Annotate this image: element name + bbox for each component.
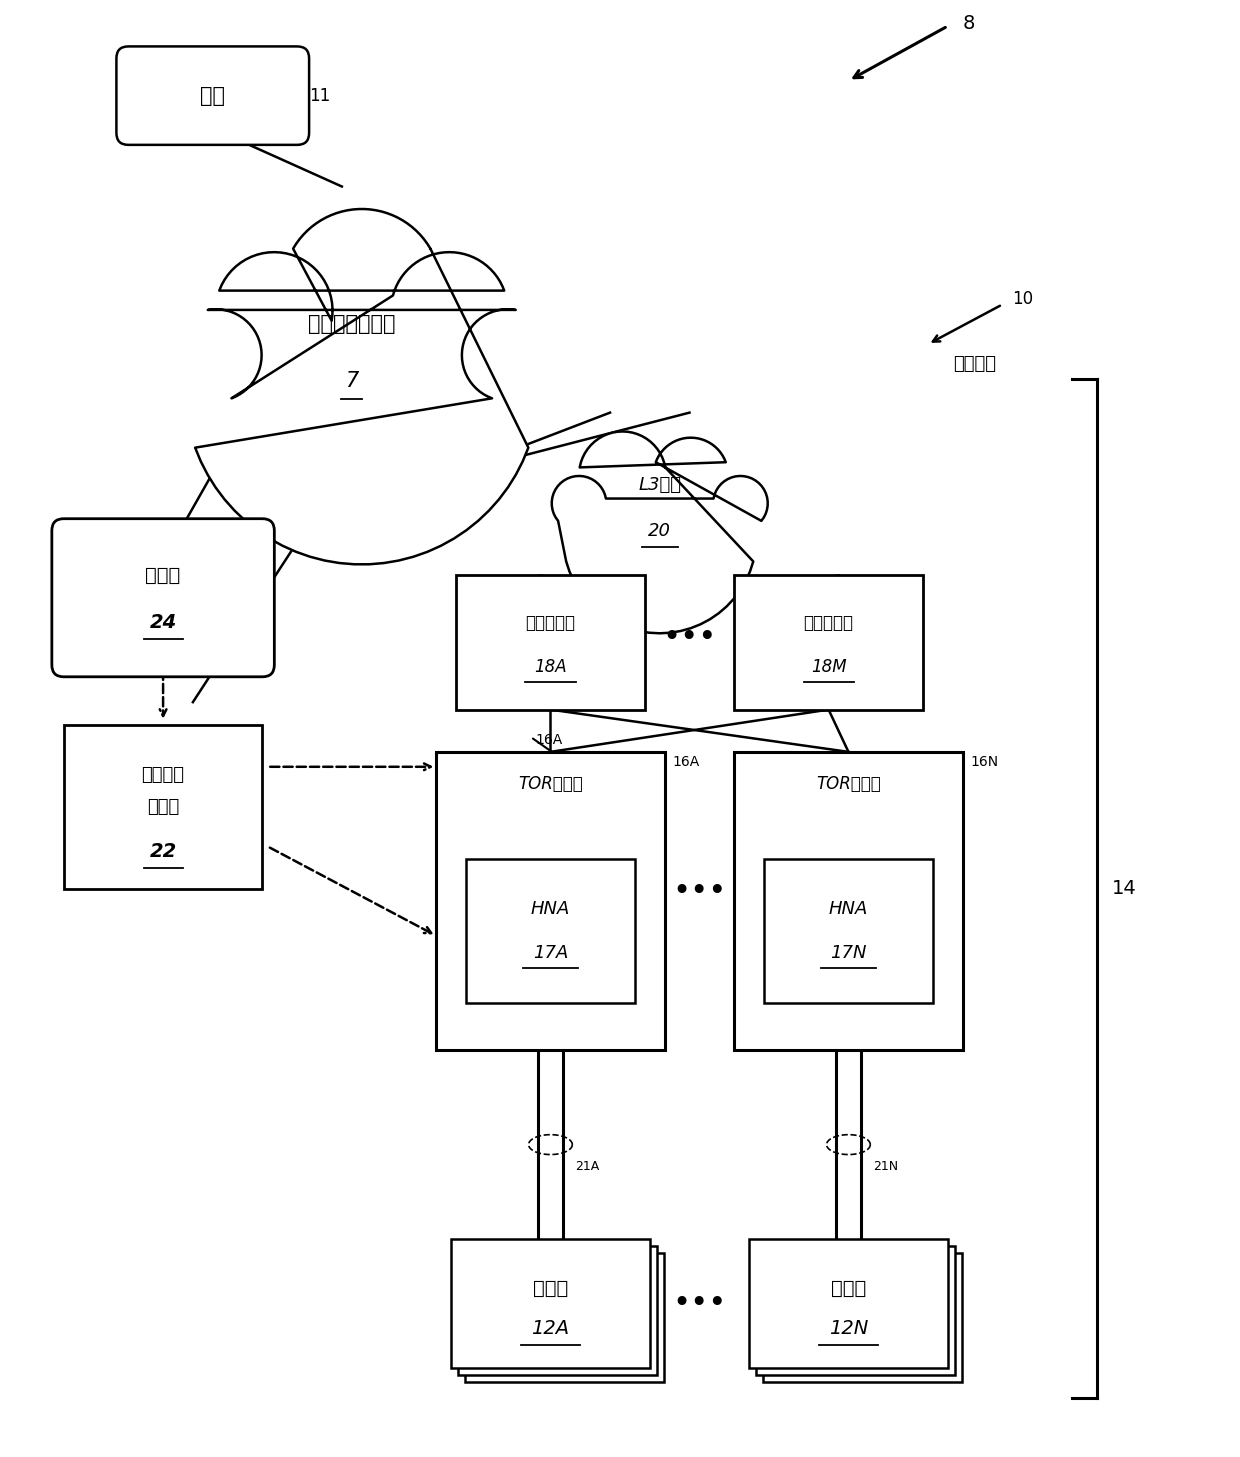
Text: 23A: 23A [491,1039,516,1052]
Text: 架式交换机: 架式交换机 [526,613,575,631]
Text: 21A: 21A [575,1160,600,1173]
Text: •••: ••• [662,624,717,653]
Bar [466,858,635,1002]
Text: 22: 22 [150,842,177,861]
Text: 21N: 21N [873,1160,899,1173]
Text: 服务提供方网络: 服务提供方网络 [308,315,396,334]
Text: 14: 14 [1112,879,1136,898]
Text: L3网络: L3网络 [639,476,681,494]
Text: 16A: 16A [672,755,699,769]
Text: 20: 20 [649,522,671,541]
Text: 客户: 客户 [200,86,226,106]
Polygon shape [552,431,768,634]
Text: HNA: HNA [531,900,570,918]
Text: TOR交换机: TOR交换机 [518,775,583,793]
Text: 服务器: 服务器 [533,1279,568,1298]
Text: HNA: HNA [828,900,868,918]
Bar [63,724,263,889]
Text: 23N: 23N [789,1039,813,1052]
Text: 控制器: 控制器 [148,797,180,816]
Bar [749,1238,947,1368]
Text: 架式交换机: 架式交换机 [804,613,853,631]
Text: 16N: 16N [971,755,998,769]
Text: 18M: 18M [811,659,847,676]
Polygon shape [195,208,528,564]
Text: 监管者: 监管者 [145,567,181,586]
Text: 19N: 19N [878,845,904,858]
Bar [436,752,665,1050]
Bar [458,1246,657,1375]
Text: 16A: 16A [536,733,563,747]
Bar [734,752,962,1050]
Bar [764,858,932,1002]
Text: 11: 11 [309,86,330,105]
Bar [451,1238,650,1368]
Text: 19A: 19A [580,845,605,858]
Text: TOR交换机: TOR交换机 [816,775,880,793]
Text: 17N: 17N [831,944,867,962]
Bar [734,576,923,710]
Text: 24: 24 [150,613,177,632]
FancyBboxPatch shape [52,519,274,678]
Bar [529,861,572,886]
Text: 17A: 17A [533,944,568,962]
Bar [465,1253,663,1383]
Text: 7: 7 [345,372,358,390]
FancyBboxPatch shape [117,47,309,144]
Text: 18A: 18A [534,659,567,676]
Bar [827,861,869,886]
Text: 数据中心: 数据中心 [952,356,996,373]
Text: 10: 10 [1012,290,1033,309]
Text: 12A: 12A [532,1319,569,1338]
Text: •••: ••• [672,877,727,906]
Text: 服务器: 服务器 [831,1279,866,1298]
Bar [756,1246,955,1375]
Text: 8: 8 [962,13,975,32]
Text: 虚拟网络: 虚拟网络 [141,766,185,784]
Text: 12N: 12N [828,1319,868,1338]
Bar [763,1253,962,1383]
Text: •••: ••• [672,1289,727,1319]
Bar [456,576,645,710]
